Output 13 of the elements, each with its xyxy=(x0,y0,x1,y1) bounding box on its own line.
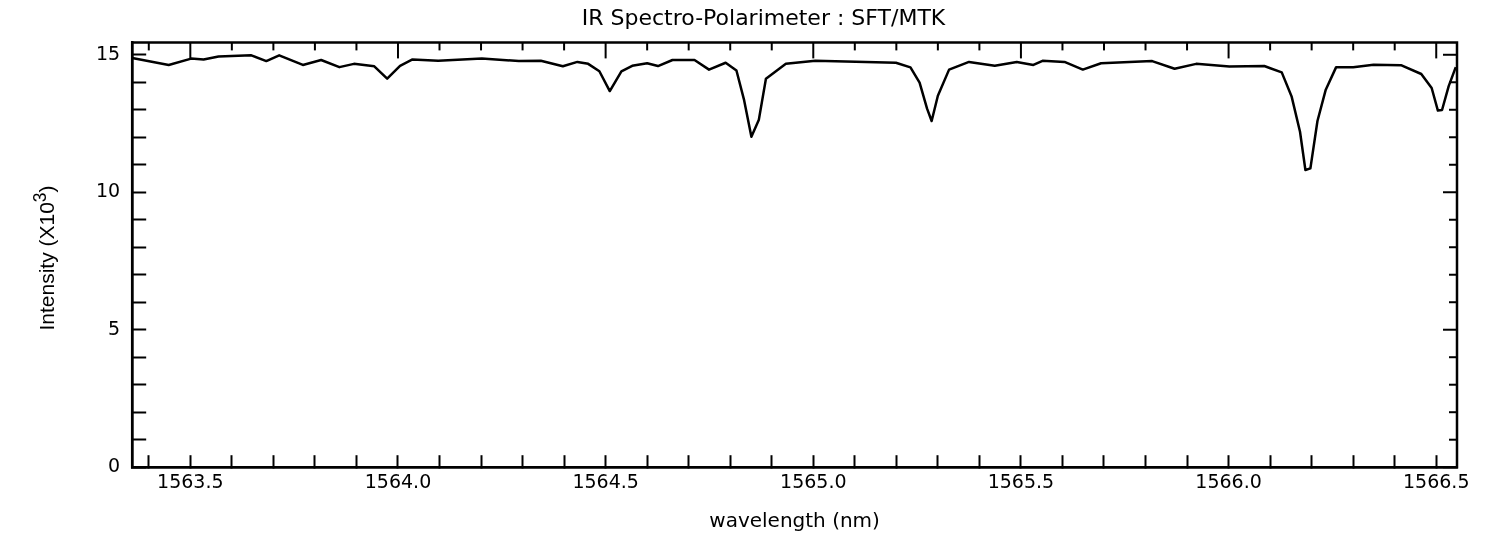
chart-title: IR Spectro-Polarimeter : SFT/MTK xyxy=(581,4,946,30)
x-tick-label: 1565.0 xyxy=(780,469,847,492)
x-tick-label: 1566.5 xyxy=(1402,469,1470,492)
y-tick-label: 0 xyxy=(108,454,121,477)
x-tick-label: 1566.0 xyxy=(1195,469,1262,492)
x-tick-label: 1564.0 xyxy=(364,469,432,492)
x-tick-label: 1565.5 xyxy=(987,469,1055,492)
x-tick-label: 1563.5 xyxy=(157,469,224,492)
x-tick-label: 1564.5 xyxy=(572,469,639,492)
y-tick-label: 10 xyxy=(95,179,121,202)
x-axis-title: wavelength (nm) xyxy=(709,508,880,533)
y-tick-label: 15 xyxy=(95,41,121,64)
y-tick-label: 5 xyxy=(108,316,121,339)
